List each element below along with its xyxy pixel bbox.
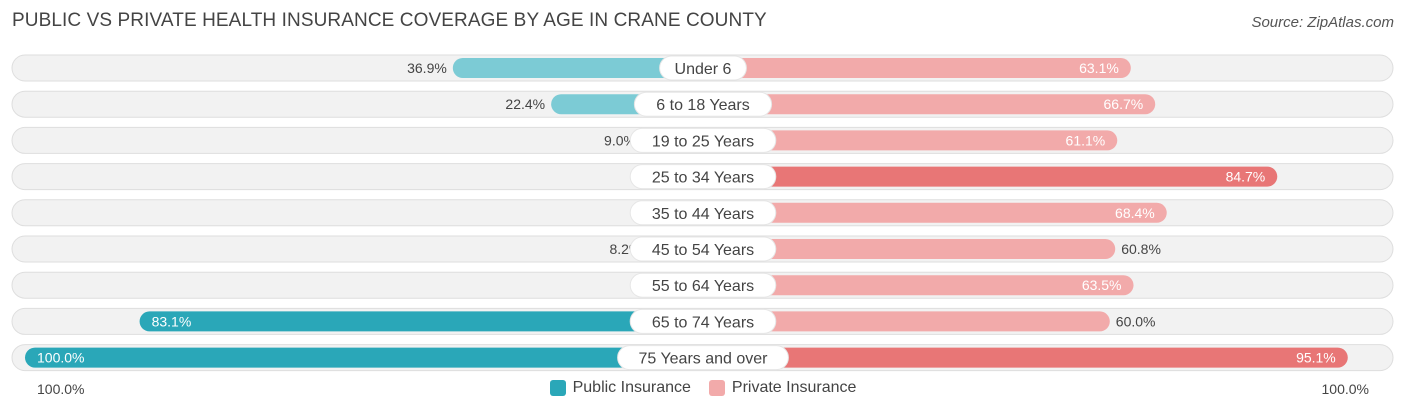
- category-pill: [659, 55, 747, 81]
- category-pill: [629, 308, 777, 334]
- public-value-label: 36.9%: [407, 60, 447, 76]
- category-pill: [629, 200, 777, 226]
- category-label: 45 to 54 Years: [652, 242, 754, 259]
- legend-item-public: Public Insurance: [549, 379, 691, 397]
- category-label: 35 to 44 Years: [652, 206, 754, 223]
- category-label: 55 to 64 Years: [652, 278, 754, 295]
- legend-swatch-public: [549, 380, 566, 396]
- private-bar: [703, 239, 1116, 259]
- category-pill: [617, 345, 789, 371]
- private-value-label: 84.7%: [1226, 169, 1266, 185]
- category-label: 65 to 74 Years: [652, 314, 754, 331]
- category-pill: [629, 164, 777, 190]
- private-value-label: 61.1%: [1066, 132, 1106, 148]
- legend-item-private: Private Insurance: [708, 379, 857, 397]
- public-bar: [139, 311, 703, 332]
- source-credit: Source: ZipAtlas.com: [1251, 14, 1394, 31]
- private-value-label: 66.7%: [1104, 96, 1144, 112]
- chart-plot: 36.9% 63.1% Under 6 22.4% 66.7% 6 to 18 Years…: [11, 54, 1394, 372]
- private-bar: [703, 347, 1348, 368]
- category-pill: [629, 236, 777, 262]
- category-label: Under 6: [675, 61, 732, 78]
- private-bar: [703, 130, 1118, 151]
- private-bar: [703, 58, 1131, 78]
- category-label: 75 Years and over: [639, 351, 769, 368]
- private-bar: [703, 275, 1134, 296]
- category-pill: [633, 91, 773, 117]
- category-label: 6 to 18 Years: [656, 97, 749, 114]
- private-value-label: 63.1%: [1079, 60, 1119, 76]
- legend-label-private: Private Insurance: [731, 379, 857, 396]
- category-label: 25 to 34 Years: [652, 170, 754, 187]
- public-value-label: 83.1%: [152, 313, 192, 329]
- legend-swatch-private: [708, 380, 725, 396]
- private-value-label: 68.4%: [1115, 205, 1155, 221]
- private-bar: [703, 311, 1110, 332]
- private-bar: [703, 166, 1278, 187]
- category-label: 19 to 25 Years: [652, 133, 754, 150]
- chart-title: PUBLIC VS PRIVATE HEALTH INSURANCE COVER…: [12, 10, 767, 31]
- public-value-label: 100.0%: [37, 350, 84, 366]
- legend-label-public: Public Insurance: [572, 379, 691, 396]
- public-bar: [25, 347, 703, 368]
- category-pill: [629, 272, 777, 298]
- public-value-label: 9.0%: [604, 132, 636, 148]
- legend: Public Insurance Private Insurance: [0, 379, 1406, 397]
- public-bar: [452, 58, 703, 78]
- private-value-label: 60.8%: [1121, 241, 1161, 257]
- public-value-label: 22.4%: [505, 96, 545, 112]
- private-value-label: 60.0%: [1116, 313, 1156, 329]
- private-bar: [703, 94, 1156, 115]
- axis-left-label: 100.0%: [37, 381, 85, 397]
- private-bar: [703, 202, 1167, 223]
- private-value-label: 63.5%: [1082, 277, 1122, 293]
- category-pill: [629, 127, 777, 153]
- private-value-label: 95.1%: [1296, 350, 1336, 366]
- axis-right-label: 100.0%: [1321, 381, 1369, 397]
